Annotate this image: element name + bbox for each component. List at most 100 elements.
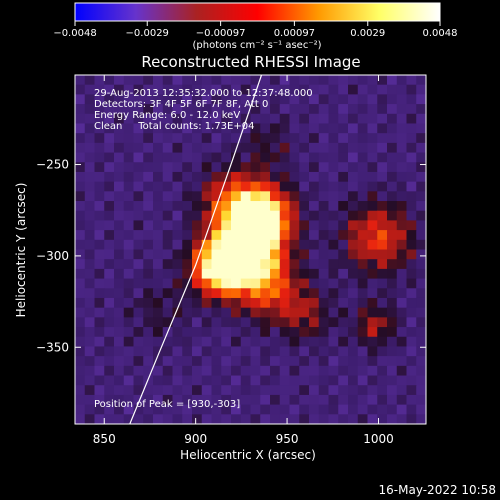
heatmap-cell (377, 94, 388, 105)
heatmap-cell (84, 142, 96, 154)
heatmap-cell (377, 84, 388, 95)
heatmap-cell (133, 385, 144, 396)
heatmap-cell (231, 278, 242, 289)
heatmap-cell (162, 84, 174, 95)
heatmap-cell (104, 307, 115, 318)
heatmap-cell (406, 191, 417, 202)
heatmap-cell (153, 375, 164, 386)
heatmap-cell (348, 230, 359, 241)
heatmap-cell (396, 307, 408, 318)
heatmap-cell (211, 249, 222, 260)
heatmap-cell (201, 123, 213, 134)
heatmap-cell (114, 414, 125, 424)
heatmap-cell (367, 375, 378, 386)
heatmap-cell (75, 84, 86, 95)
heatmap-cell (289, 123, 300, 134)
heatmap-cell (153, 249, 164, 260)
heatmap-cell (406, 375, 417, 386)
heatmap-cell (84, 239, 96, 251)
heatmap-cell (387, 133, 398, 144)
heatmap-cell (416, 404, 426, 415)
heatmap-cell (250, 171, 261, 183)
heatmap-cell (133, 307, 144, 318)
heatmap-cell (338, 394, 349, 406)
heatmap-cell (396, 162, 408, 173)
heatmap-cell (143, 259, 154, 270)
heatmap-cell (123, 113, 135, 125)
heatmap-cell (260, 210, 271, 222)
heatmap-cell (357, 356, 369, 367)
heatmap-cell (260, 249, 271, 260)
heatmap-cell (289, 181, 300, 192)
heatmap-cell (221, 249, 232, 260)
heatmap-cell (328, 220, 339, 231)
heatmap-cell (309, 220, 320, 231)
heatmap-cell (192, 104, 203, 115)
heatmap-cell (396, 268, 408, 280)
heatmap-cell (328, 171, 339, 183)
heatmap-cell (270, 249, 281, 260)
heatmap-cell (348, 181, 359, 192)
heatmap-cell (309, 278, 320, 289)
heatmap-cell (387, 220, 398, 231)
heatmap-cell (396, 152, 408, 163)
heatmap-cell (162, 297, 174, 309)
heatmap-cell (318, 84, 330, 95)
heatmap-cell (396, 336, 408, 348)
heatmap-cell (377, 162, 388, 173)
heatmap-cell (153, 123, 164, 134)
heatmap-cell (348, 152, 359, 163)
heatmap-cell (387, 307, 398, 318)
heatmap-cell (299, 307, 310, 318)
heatmap-cell (123, 346, 135, 357)
heatmap-cell (406, 307, 417, 318)
heatmap-cell (84, 336, 96, 348)
heatmap-cell (221, 297, 232, 309)
heatmap-cell (289, 259, 300, 270)
heatmap-cell (328, 230, 339, 241)
heatmap-cell (114, 210, 125, 222)
peak-position-label: Position of Peak = [930,-303] (94, 399, 240, 410)
heatmap-cell (406, 297, 417, 309)
heatmap-cell (94, 201, 105, 212)
annotation-time-range: 29-Aug-2013 12:35:32.000 to 12:37:48.000 (94, 88, 313, 99)
heatmap-cell (143, 75, 154, 86)
heatmap-cell (396, 181, 408, 192)
heatmap-cell (396, 123, 408, 134)
heatmap-cell (162, 230, 174, 241)
heatmap-cell (289, 356, 300, 367)
heatmap-cell (94, 336, 105, 348)
heatmap-cell (201, 210, 213, 222)
heatmap-cell (260, 365, 271, 377)
heatmap-cell (338, 171, 349, 183)
heatmap-cell (75, 249, 86, 260)
heatmap-cell (357, 414, 369, 424)
heatmap-cell (328, 84, 339, 95)
heatmap-cell (94, 152, 105, 163)
heatmap-cell (406, 123, 417, 134)
heatmap-cell (211, 394, 222, 406)
heatmap-cell (260, 142, 271, 154)
heatmap-cell (221, 346, 232, 357)
heatmap-cell (94, 385, 105, 396)
heatmap-cell (104, 317, 115, 328)
heatmap-cell (221, 278, 232, 289)
heatmap-cell (94, 123, 105, 134)
heatmap-cell (357, 385, 369, 396)
heatmap-cell (377, 404, 388, 415)
heatmap-cell (94, 278, 105, 289)
heatmap-cell (240, 201, 252, 212)
heatmap-cell (201, 220, 213, 231)
heatmap-cell (211, 162, 222, 173)
heatmap-cell (94, 317, 105, 328)
heatmap-cell (172, 268, 183, 280)
heatmap-cell (221, 201, 232, 212)
heatmap-cell (406, 201, 417, 212)
heatmap-cell (299, 346, 310, 357)
heatmap-cell (201, 191, 213, 202)
heatmap-cell (387, 268, 398, 280)
heatmap-cell (309, 201, 320, 212)
heatmap-cell (270, 365, 281, 377)
heatmap-cell (416, 288, 426, 299)
heatmap-cell (153, 230, 164, 241)
